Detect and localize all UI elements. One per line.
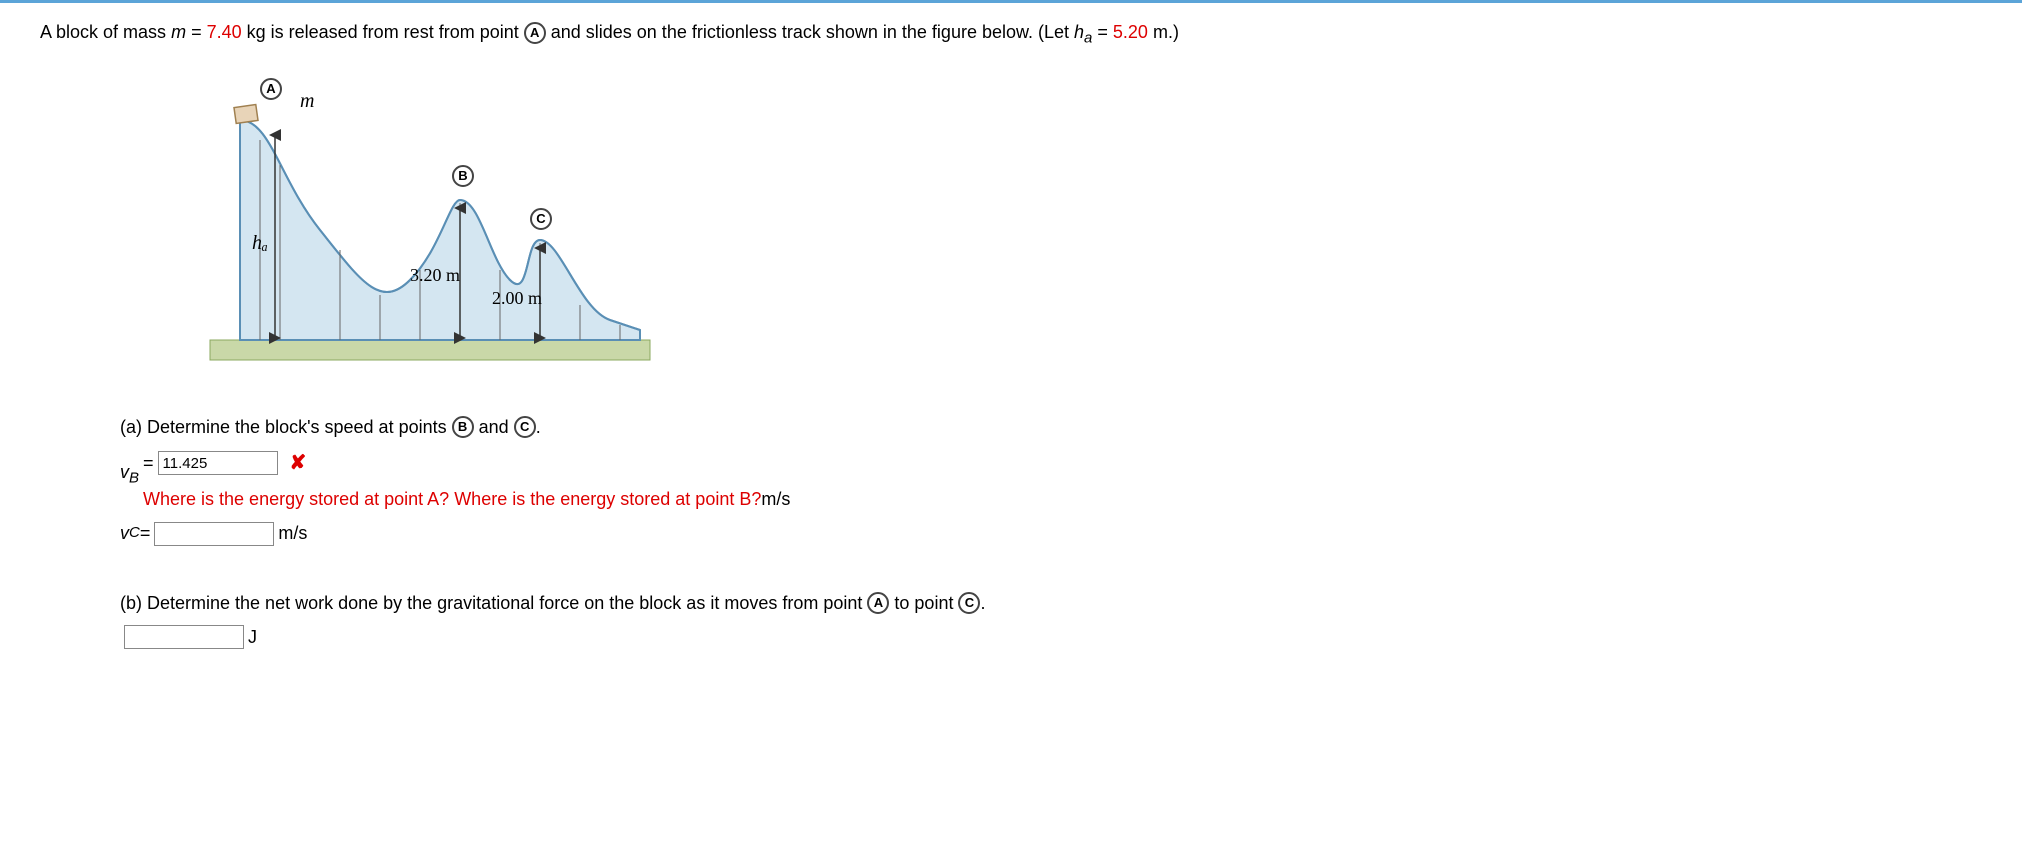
vc-var: v (120, 516, 129, 550)
point-a-icon: A (524, 22, 546, 44)
mass-value: 7.40 (207, 22, 242, 42)
fig-point-b-icon: B (452, 165, 474, 187)
incorrect-icon: ✘ (290, 444, 307, 482)
track-figure: A m B C hₐ 3.20 m 2.00 m (180, 80, 680, 380)
vc-eq: = (140, 516, 151, 550)
part-b-prompt-post: . (980, 586, 985, 620)
part-a: (a) Determine the block's speed at point… (120, 410, 1982, 551)
work-units: J (248, 620, 257, 654)
vb-var: v (120, 462, 129, 482)
part-a-prompt-mid: and (479, 410, 509, 444)
part-a-point-b-icon: B (452, 416, 474, 438)
fig-label-hb: 3.20 m (410, 265, 460, 286)
text-mid: and slides on the frictionless track sho… (546, 22, 1074, 42)
eq1: = (186, 22, 207, 42)
mass-suffix: kg is released from rest from point (242, 22, 524, 42)
fig-label-ha: hₐ (252, 232, 268, 255)
part-a-prompt-post: . (536, 410, 541, 444)
vb-input[interactable] (158, 451, 278, 475)
part-a-prompt-pre: (a) Determine the block's speed at point… (120, 410, 447, 444)
part-b-point-c-icon: C (958, 592, 980, 614)
part-b-prompt-pre: (b) Determine the net work done by the g… (120, 586, 862, 620)
ha-suffix: m.) (1148, 22, 1179, 42)
work-input[interactable] (124, 625, 244, 649)
part-a-point-c-icon: C (514, 416, 536, 438)
fig-label-hc: 2.00 m (492, 288, 542, 309)
problem-statement: A block of mass m = 7.40 kg is released … (40, 19, 1982, 50)
fig-point-a-icon: A (260, 78, 282, 100)
var-ha: h (1074, 22, 1084, 42)
vc-input[interactable] (154, 522, 274, 546)
part-b-point-a-icon: A (867, 592, 889, 614)
vb-eq: = (143, 446, 154, 480)
vc-units: m/s (278, 516, 307, 550)
eq2: = (1092, 22, 1113, 42)
fig-label-m: m (300, 90, 314, 113)
var-m: m (171, 22, 186, 42)
ha-value: 5.20 (1113, 22, 1148, 42)
vb-sub: B (129, 470, 139, 487)
vb-feedback: Where is the energy stored at point A? W… (143, 482, 761, 516)
vc-sub: C (129, 519, 140, 548)
part-b-prompt-mid: to point (894, 586, 953, 620)
part-b: (b) Determine the net work done by the g… (120, 586, 1982, 654)
fig-point-c-icon: C (530, 208, 552, 230)
vb-units: m/s (761, 482, 790, 516)
text-pre: A block of mass (40, 22, 171, 42)
